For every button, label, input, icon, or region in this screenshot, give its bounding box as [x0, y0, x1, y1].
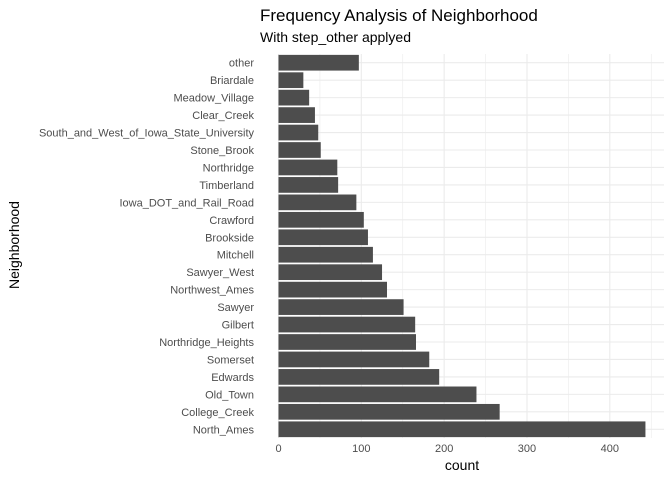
y-tick-label: Brookside: [205, 232, 254, 244]
y-tick-label: Northridge_Heights: [159, 337, 254, 349]
y-tick-label: Sawyer: [217, 302, 254, 314]
y-tick-label: other: [229, 58, 254, 70]
bar-northridge: [278, 159, 338, 176]
x-tick-labels: 0 100 200 300 400: [275, 443, 619, 455]
y-tick-label: Clear_Creek: [192, 110, 254, 122]
y-tick-label: Edwards: [211, 372, 254, 384]
bar-gilbert: [278, 316, 416, 333]
bar-brookside: [278, 229, 368, 246]
bar-edwards: [278, 369, 440, 385]
chart-subtitle: With step_other applyed: [260, 29, 411, 45]
y-tick-label: Stone_Brook: [190, 145, 254, 157]
y-tick-label: Sawyer_West: [186, 267, 254, 279]
y-tick-label: College_Creek: [181, 407, 254, 419]
bar-briardale: [278, 72, 304, 89]
y-tick-label: Northwest_Ames: [170, 285, 254, 297]
y-tick-label: Crawford: [209, 215, 254, 227]
y-tick-label: Timberland: [199, 180, 254, 192]
chart-title: Frequency Analysis of Neighborhood: [260, 6, 538, 25]
y-tick-label: Somerset: [207, 354, 254, 366]
bar-stone-brook: [278, 142, 321, 158]
bars: [278, 54, 646, 438]
bar-mitchell: [278, 246, 373, 263]
bar-old-town: [278, 386, 477, 403]
bar-crawford: [278, 211, 364, 228]
bar-clear-creek: [278, 107, 315, 123]
y-tick-label: North_Ames: [193, 424, 255, 436]
y-tick-label: South_and_West_of_Iowa_State_University: [39, 128, 255, 140]
bar-north-ames: [278, 421, 646, 438]
x-axis-title: count: [445, 457, 479, 473]
x-tick-label: 200: [435, 443, 453, 455]
x-tick-label: 100: [352, 443, 370, 455]
bar-somerset: [278, 351, 430, 368]
y-tick-label: Briardale: [210, 75, 254, 87]
bar-college-creek: [278, 403, 500, 420]
bar-iowa-dot-and-rail-road: [278, 194, 357, 211]
y-tick-label: Iowa_DOT_and_Rail_Road: [119, 197, 254, 209]
bar-northwest-ames: [278, 281, 388, 298]
x-tick-label: 0: [275, 443, 281, 455]
y-tick-label: Gilbert: [222, 320, 254, 332]
bar-meadow-village: [278, 89, 310, 106]
bar-northridge-heights: [278, 334, 416, 350]
bar-south-and-west-of-iowa-state-university: [278, 124, 319, 141]
bar-sawyer-west: [278, 264, 383, 281]
x-tick-label: 400: [601, 443, 619, 455]
y-tick-label: Northridge: [203, 162, 254, 174]
x-tick-label: 300: [518, 443, 536, 455]
y-tick-label: Meadow_Village: [173, 93, 254, 105]
y-tick-label: Old_Town: [205, 389, 254, 401]
y-tick-labels: North_Ames College_Creek Old_Town Edwards So…: [39, 58, 255, 437]
bar-other: [278, 54, 359, 71]
bar-sawyer: [278, 299, 404, 315]
y-axis-title: Neighborhood: [6, 201, 22, 289]
bar-timberland: [278, 177, 339, 193]
y-tick-label: Mitchell: [217, 250, 254, 262]
